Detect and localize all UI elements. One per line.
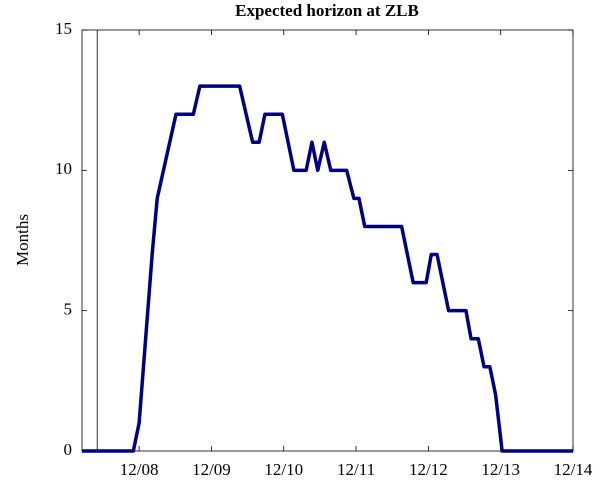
y-tick-label: 10 [55, 159, 72, 178]
y-axis-label: Months [13, 214, 32, 266]
plot-frame [81, 29, 574, 452]
x-tick-label: 12/12 [409, 460, 448, 479]
x-tick-label: 12/11 [337, 460, 375, 479]
x-tick-label: 12/09 [192, 460, 231, 479]
x-tick-label: 12/10 [264, 460, 303, 479]
x-tick-label: 12/13 [481, 460, 520, 479]
x-tick-label: 12/08 [120, 460, 159, 479]
x-tick-label: 12/14 [554, 460, 593, 479]
y-tick-label: 5 [64, 300, 73, 319]
chart-title: Expected horizon at ZLB [235, 1, 419, 20]
line [82, 84, 573, 453]
y-tick-label: 0 [64, 440, 73, 459]
y-tick-label: 15 [55, 19, 72, 38]
